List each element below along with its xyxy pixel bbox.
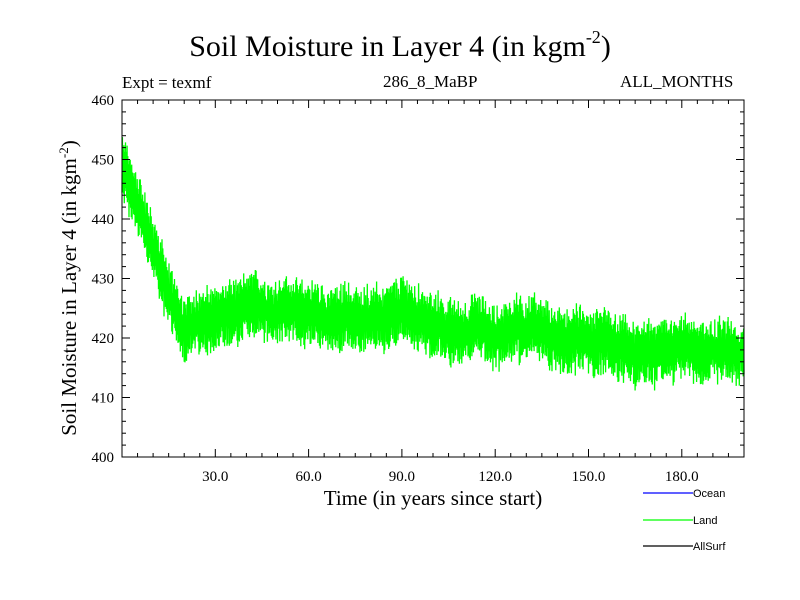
legend-label-land: Land <box>693 515 717 527</box>
legend: Ocean Land AllSurf <box>643 488 726 553</box>
experiment-label: Expt = texmf <box>122 73 212 92</box>
y-tick-label: 450 <box>92 153 115 169</box>
y-tick-label: 430 <box>92 272 115 288</box>
y-tick-label: 460 <box>92 93 115 109</box>
months-label: ALL_MONTHS <box>620 72 734 91</box>
x-tick-label: 120.0 <box>478 469 512 485</box>
series-layer <box>121 137 745 391</box>
y-tick-label: 440 <box>92 212 115 228</box>
x-tick-label: 60.0 <box>295 469 321 485</box>
ticks-layer: 30.0 60.0 90.0 120.0 150.0 180.0 400 410 420 430 4… <box>92 93 744 485</box>
y-tick-label: 410 <box>92 391 115 407</box>
x-tick-label: 30.0 <box>202 469 228 485</box>
series-line-land <box>121 137 745 391</box>
plot-frame <box>121 99 745 458</box>
title-exponent: -2 <box>585 27 601 47</box>
legend-label-allsurf: AllSurf <box>693 541 726 553</box>
x-tick-label: 180.0 <box>665 469 699 485</box>
x-tick-label: 150.0 <box>572 469 606 485</box>
x-tick-label: 90.0 <box>389 469 415 485</box>
legend-label-ocean: Ocean <box>693 488 725 500</box>
x-axis-label: Time (in years since start) <box>323 486 543 510</box>
y-tick-label: 420 <box>92 331 115 347</box>
y-tick-label: 400 <box>92 450 115 466</box>
run-id-label: 286_8_MaBP <box>383 72 478 91</box>
chart-title: Soil Moisture in Layer 4 (in kgm-2) <box>189 27 611 63</box>
